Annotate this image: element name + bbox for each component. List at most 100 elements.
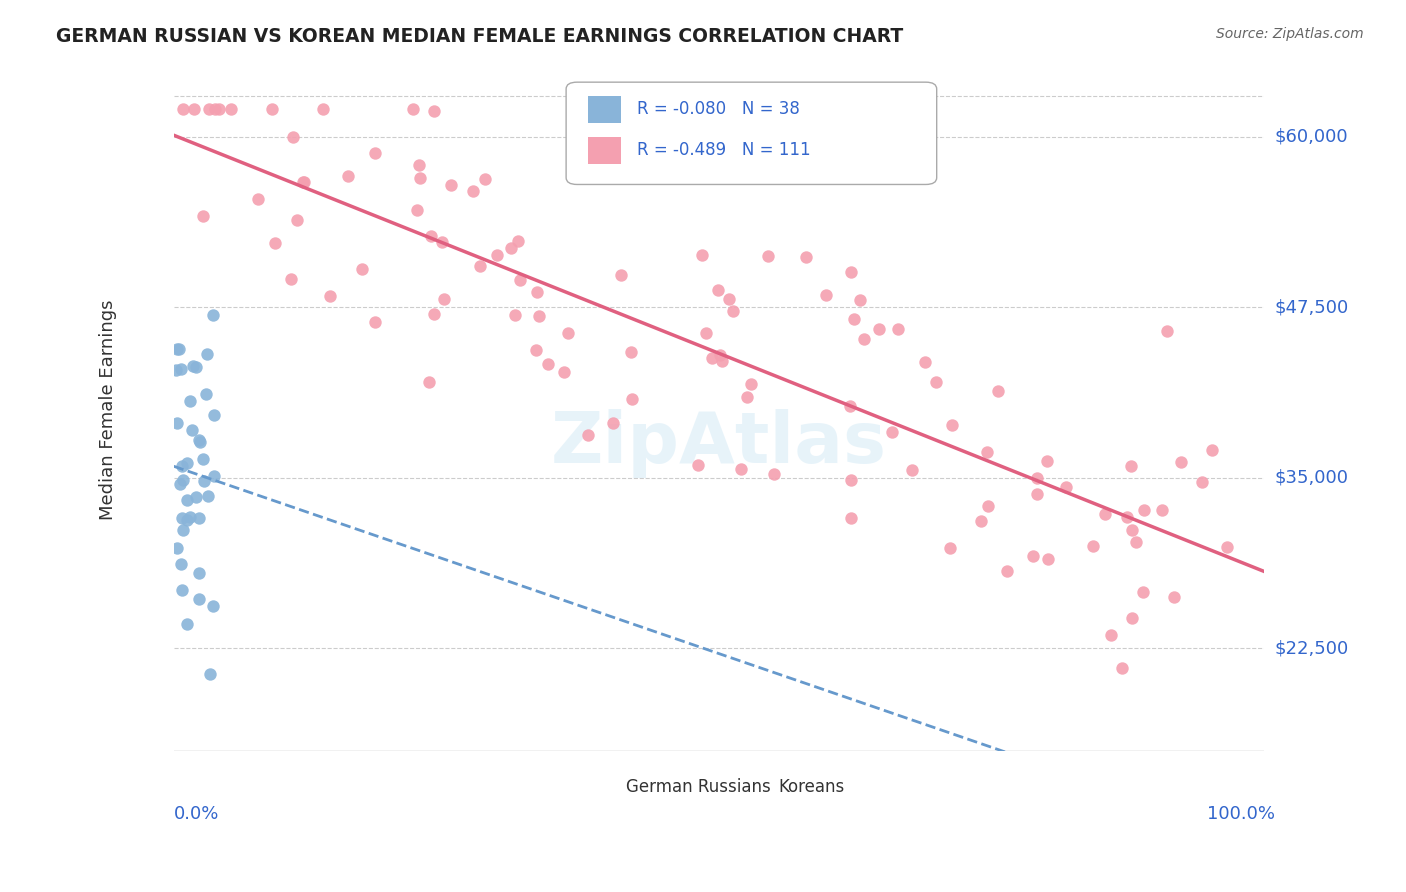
Text: R = -0.080   N = 38: R = -0.080 N = 38 [637,101,800,119]
Point [557,326,579,341]
Point [1025,487,1047,501]
Point [526,285,548,299]
Point [794,250,817,264]
Point [418,375,440,389]
Text: 0.0%: 0.0% [174,805,219,823]
Point [839,399,862,413]
Point [690,248,713,262]
Point [1163,590,1185,604]
Point [839,265,862,279]
Text: Median Female Earnings: Median Female Earnings [100,300,117,520]
Point [440,178,463,193]
Point [1125,534,1147,549]
Point [717,293,740,307]
Point [721,304,744,318]
Text: German Russians: German Russians [626,778,770,796]
Point [176,493,198,508]
Point [474,172,496,186]
Point [735,390,758,404]
Point [188,511,211,525]
Point [181,423,204,437]
Point [914,354,936,368]
Point [576,428,599,442]
Point [166,541,188,556]
Point [170,362,193,376]
Point [485,248,508,262]
Point [700,351,723,365]
Point [191,209,214,223]
Point [166,416,188,430]
Point [524,343,547,358]
Point [1054,480,1077,494]
Point [686,458,709,473]
Point [1121,611,1143,625]
Point [198,103,221,117]
Point [204,103,226,117]
Point [1170,455,1192,469]
Point [710,354,733,368]
Point [610,268,633,283]
Point [172,511,194,525]
Point [170,558,193,572]
Text: $47,500: $47,500 [1275,298,1348,317]
Point [202,308,225,322]
Point [179,394,201,409]
Text: $60,000: $60,000 [1275,128,1348,145]
Point [925,376,948,390]
Point [406,203,429,218]
Point [849,293,872,308]
Point [1094,508,1116,522]
Point [285,213,308,227]
Point [1036,552,1059,566]
Point [852,332,875,346]
Point [169,476,191,491]
Point [1026,471,1049,485]
Point [976,445,998,459]
Point [977,499,1000,513]
Point [170,459,193,474]
Point [1191,475,1213,489]
Point [202,408,225,422]
Point [814,288,837,302]
Point [433,292,456,306]
Point [422,104,444,119]
Point [1215,540,1237,554]
Point [183,103,205,117]
FancyBboxPatch shape [741,774,773,798]
Point [246,192,269,206]
Point [740,376,762,391]
FancyBboxPatch shape [588,136,620,164]
Point [420,228,443,243]
Text: Source: ZipAtlas.com: Source: ZipAtlas.com [1216,27,1364,41]
Point [756,249,779,263]
Point [179,510,201,524]
Point [995,564,1018,578]
Text: ZipAtlas: ZipAtlas [551,409,887,478]
FancyBboxPatch shape [567,82,936,185]
Text: $22,500: $22,500 [1275,640,1348,657]
Point [280,272,302,286]
FancyBboxPatch shape [588,95,620,123]
Point [336,169,359,183]
Point [188,435,211,450]
Point [292,175,315,189]
Point [430,235,453,249]
Point [172,524,194,538]
Point [553,365,575,379]
Point [188,566,211,581]
Point [1083,539,1105,553]
Point [1036,454,1059,468]
Text: 100.0%: 100.0% [1206,805,1275,823]
Point [1133,502,1156,516]
Point [172,103,194,117]
Point [707,283,730,297]
Point [208,103,231,117]
Point [506,235,529,249]
Point [620,392,643,406]
Point [620,345,643,359]
Point [176,513,198,527]
Point [901,463,924,477]
Point [193,452,215,467]
Point [197,489,219,503]
Point [730,462,752,476]
